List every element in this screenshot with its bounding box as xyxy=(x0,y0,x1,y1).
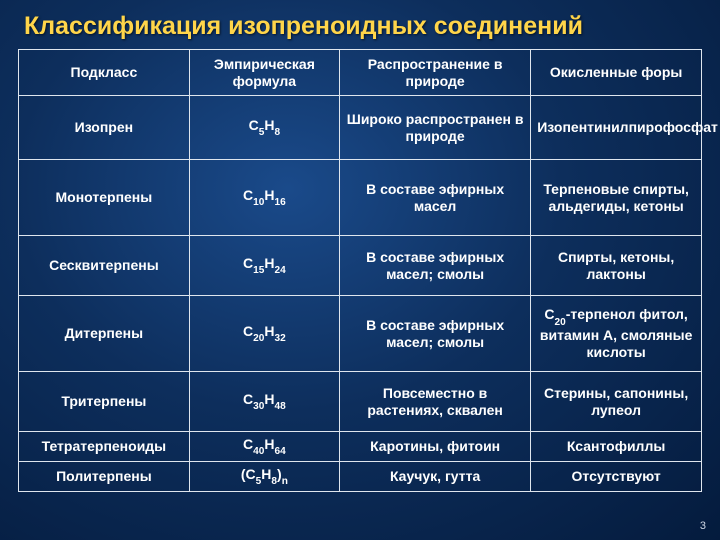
cell-distribution: Каротины, фитоин xyxy=(340,432,531,462)
cell-oxidized: Изопентинилпирофосфат xyxy=(531,96,702,160)
cell-formula: (C5H8)n xyxy=(189,461,339,491)
cell-formula: C40H64 xyxy=(189,432,339,462)
cell-oxidized: Стерины, сапонины, лупеол xyxy=(531,372,702,432)
cell-distribution: В составе эфирных масел xyxy=(340,160,531,236)
classification-table: ПодклассЭмпирическая формулаРаспростране… xyxy=(18,49,702,492)
cell-formula: C20H32 xyxy=(189,296,339,372)
cell-subclass: Монотерпены xyxy=(19,160,190,236)
cell-distribution: В составе эфирных масел; смолы xyxy=(340,236,531,296)
cell-distribution: Широко распространен в природе xyxy=(340,96,531,160)
cell-oxidized: Терпеновые спирты, альдегиды, кетоны xyxy=(531,160,702,236)
cell-oxidized: Отсутствуют xyxy=(531,461,702,491)
column-header: Распространение в природе xyxy=(340,50,531,96)
page-title: Классификация изопреноидных соединений xyxy=(24,12,702,41)
cell-formula: C5H8 xyxy=(189,96,339,160)
cell-formula: C15H24 xyxy=(189,236,339,296)
column-header: Эмпирическая формула xyxy=(189,50,339,96)
cell-oxidized: Ксантофиллы xyxy=(531,432,702,462)
cell-formula: C10H16 xyxy=(189,160,339,236)
cell-subclass: Тетратерпеноиды xyxy=(19,432,190,462)
cell-distribution: В составе эфирных масел; смолы xyxy=(340,296,531,372)
cell-distribution: Повсеместно в растениях, сквален xyxy=(340,372,531,432)
cell-subclass: Изопрен xyxy=(19,96,190,160)
slide: Классификация изопреноидных соединений П… xyxy=(0,0,720,540)
cell-subclass: Дитерпены xyxy=(19,296,190,372)
cell-oxidized: C20-терпенол фитол, витамин А, смоляные … xyxy=(531,296,702,372)
cell-oxidized: Спирты, кетоны, лактоны xyxy=(531,236,702,296)
cell-formula: C30H48 xyxy=(189,372,339,432)
cell-subclass: Политерпены xyxy=(19,461,190,491)
cell-subclass: Сесквитерпены xyxy=(19,236,190,296)
page-number: 3 xyxy=(700,520,706,532)
cell-distribution: Каучук, гутта xyxy=(340,461,531,491)
cell-subclass: Тритерпены xyxy=(19,372,190,432)
column-header: Окисленные форы xyxy=(531,50,702,96)
column-header: Подкласс xyxy=(19,50,190,96)
